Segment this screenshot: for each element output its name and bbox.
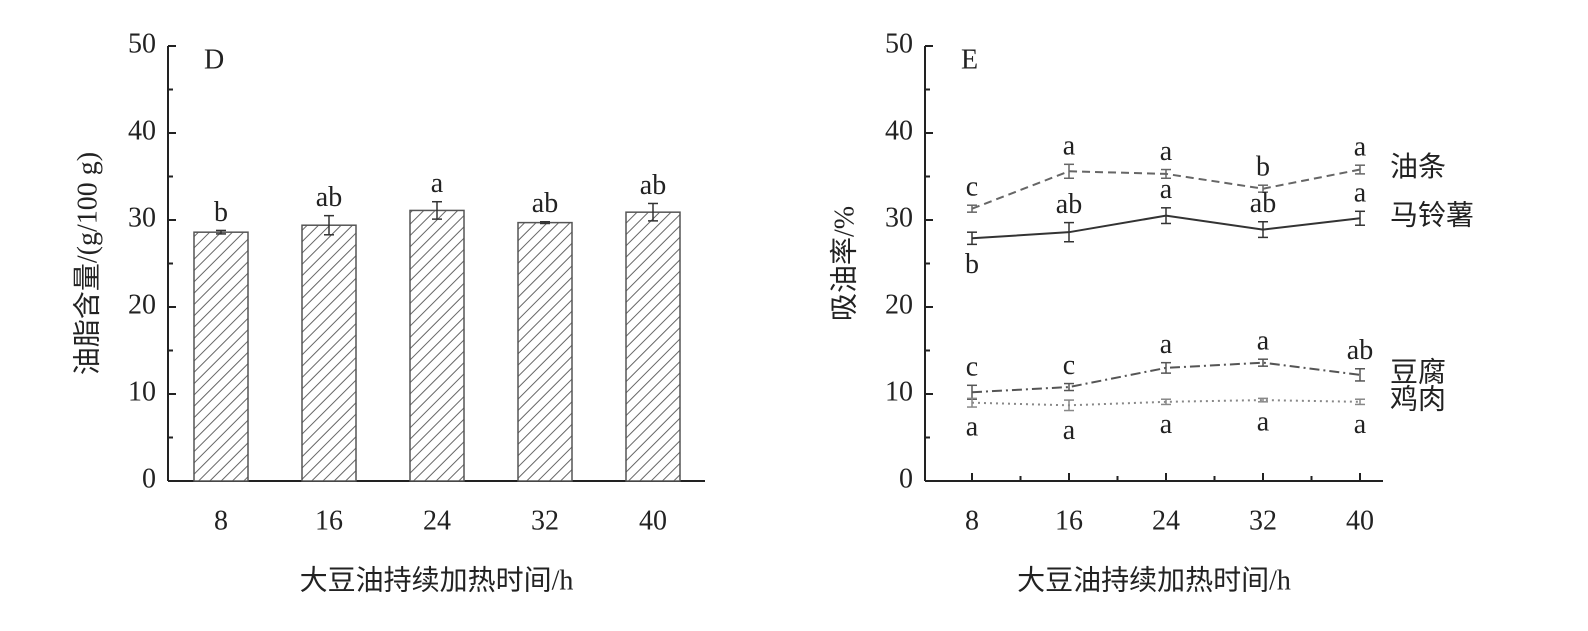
error-bar: [1258, 184, 1268, 193]
y-tick-label: 0: [142, 463, 156, 494]
x-tick-label: 32: [1249, 505, 1277, 536]
significance-letter: a: [1354, 178, 1367, 209]
significance-letter: b: [214, 197, 228, 228]
series-line: [971, 361, 1361, 394]
bar: [625, 211, 681, 482]
y-tick-label: 50: [885, 28, 913, 59]
significance-letter: c: [966, 352, 978, 383]
y-axis-label: 油脂含量/(g/100 g): [71, 152, 103, 375]
significance-letter: ab: [1250, 188, 1276, 219]
significance-letter: a: [1063, 131, 1076, 162]
significance-letter: a: [1160, 409, 1173, 440]
error-bar: [1355, 210, 1365, 226]
y-tick-label: 20: [885, 289, 913, 320]
error-bar: [1258, 220, 1268, 239]
series-label: 鸡肉: [1390, 383, 1446, 415]
significance-letter: ab: [1347, 335, 1373, 366]
x-tick-label: 16: [1055, 505, 1083, 536]
significance-letter: a: [1160, 329, 1173, 360]
series-label: 豆腐: [1390, 356, 1446, 388]
significance-letter: ab: [532, 188, 558, 219]
x-axis-label: 大豆油持续加热时间/h: [300, 564, 574, 596]
significance-letter: a: [966, 411, 979, 442]
error-bar: [1161, 168, 1171, 179]
series-label: 马铃薯: [1390, 200, 1474, 232]
y-tick-label: 0: [899, 463, 913, 494]
error-bar: [1258, 397, 1268, 403]
error-bar: [1161, 361, 1171, 374]
error-bar: [324, 214, 334, 236]
x-tick-label: 24: [1152, 505, 1180, 536]
y-tick-label: 50: [128, 28, 156, 59]
significance-letter: a: [1354, 409, 1367, 440]
error-bar: [216, 229, 226, 235]
significance-letter: ab: [1056, 189, 1082, 220]
x-tick-label: 24: [423, 505, 451, 536]
error-bar: [1355, 368, 1365, 382]
x-tick-label: 40: [1346, 505, 1374, 536]
error-bar: [1064, 221, 1074, 243]
significance-letter: a: [1257, 326, 1270, 357]
x-tick-label: 40: [639, 505, 667, 536]
significance-letter: ab: [316, 182, 342, 213]
error-bar: [1258, 358, 1268, 367]
panel-label: E: [961, 44, 978, 75]
error-bar: [1064, 399, 1074, 412]
y-tick-label: 40: [885, 115, 913, 146]
error-bar: [1064, 163, 1074, 179]
y-tick-label: 40: [128, 115, 156, 146]
series-label: 油条: [1390, 151, 1446, 183]
y-tick-label: 10: [885, 376, 913, 407]
error-bar: [1161, 398, 1171, 406]
error-bar: [1355, 398, 1365, 406]
y-tick-label: 10: [128, 376, 156, 407]
significance-letter: b: [1256, 152, 1270, 183]
significance-letter: a: [1160, 174, 1173, 205]
x-tick-label: 8: [965, 505, 979, 536]
x-tick-label: 8: [214, 505, 228, 536]
significance-letter: a: [1257, 406, 1270, 437]
bar: [409, 209, 465, 482]
bar: [517, 221, 573, 482]
y-tick-label: 20: [128, 289, 156, 320]
y-tick-label: 30: [885, 202, 913, 233]
x-axis-label: 大豆油持续加热时间/h: [1017, 564, 1291, 596]
x-tick-label: 16: [315, 505, 343, 536]
error-bar: [967, 397, 977, 408]
significance-letter: ab: [640, 170, 666, 201]
significance-letter: a: [1160, 136, 1173, 167]
x-tick-label: 32: [531, 505, 559, 536]
significance-letter: a: [1354, 132, 1367, 163]
error-bar: [967, 231, 977, 246]
significance-letter: a: [1063, 415, 1076, 446]
significance-letter: c: [966, 172, 978, 203]
error-bar: [540, 220, 550, 225]
error-bar: [1064, 382, 1074, 392]
significance-letter: b: [965, 249, 979, 280]
panel-label: D: [204, 44, 224, 75]
y-axis-label: 吸油率/%: [828, 206, 860, 321]
error-bar: [967, 204, 977, 213]
bar: [193, 231, 249, 482]
y-tick-label: 30: [128, 202, 156, 233]
bar: [301, 224, 357, 482]
significance-letter: a: [431, 168, 444, 199]
error-bar: [1355, 164, 1365, 175]
error-bar: [1161, 207, 1171, 225]
error-bar: [648, 202, 658, 222]
error-bar: [432, 200, 442, 220]
significance-letter: c: [1063, 350, 1075, 381]
